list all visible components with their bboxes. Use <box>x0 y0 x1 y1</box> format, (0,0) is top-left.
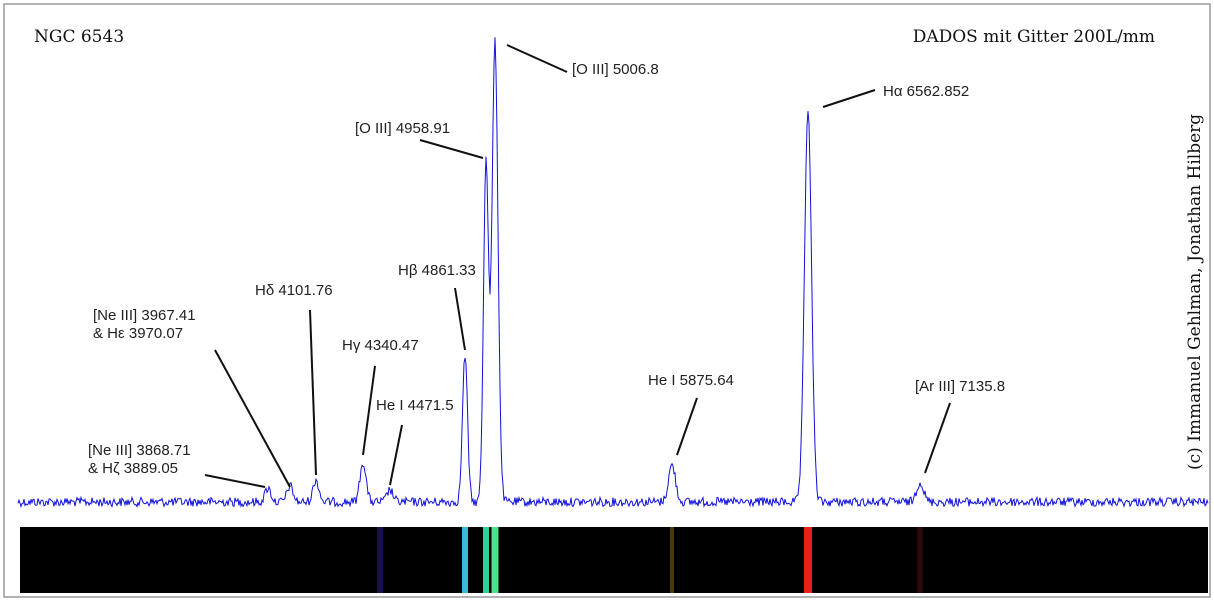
line-label: Hδ 4101.76 <box>255 282 333 299</box>
subtitle: DADOS mit Gitter 200L/mm <box>913 27 1155 47</box>
line-label: [Ar III] 7135.8 <box>915 378 1005 395</box>
line-label: & Hε 3970.07 <box>93 325 183 342</box>
line-label: He I 5875.64 <box>648 372 734 389</box>
color-strip <box>20 527 1208 593</box>
line-label: [O III] 4958.91 <box>355 120 450 137</box>
line-label: He I 4471.5 <box>376 397 454 414</box>
title: NGC 6543 <box>34 27 124 47</box>
line-label: [Ne III] 3967.41 <box>93 307 196 324</box>
emission-band <box>492 527 499 593</box>
line-label: Hβ 4861.33 <box>398 262 476 279</box>
emission-band <box>377 527 383 593</box>
page: {"title": "NGC 6543", "subtitle": "DADOS… <box>0 0 1214 601</box>
spectrum-figure: NGC 6543 DADOS mit Gitter 200L/mm (c) Im… <box>0 0 1214 601</box>
emission-band <box>804 527 812 593</box>
line-label: [Ne III] 3868.71 <box>88 442 191 459</box>
line-label: & Hζ 3889.05 <box>88 460 178 477</box>
emission-band <box>918 527 923 593</box>
line-label: [O III] 5006.8 <box>572 61 659 78</box>
emission-band <box>462 527 468 593</box>
credit: (c) Immanuel Gehlman, Jonathan Hilberg <box>1185 114 1205 470</box>
emission-band <box>670 527 674 593</box>
frame <box>4 4 1210 597</box>
line-label: Hγ 4340.47 <box>342 337 419 354</box>
line-label: Hα 6562.852 <box>883 83 969 100</box>
emission-band <box>483 527 489 593</box>
